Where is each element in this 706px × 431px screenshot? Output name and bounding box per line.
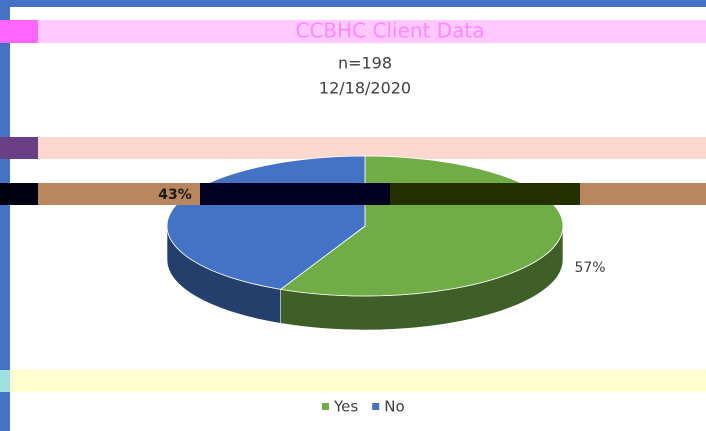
band: [0, 370, 706, 392]
title-band: [0, 20, 706, 43]
band-block: [200, 183, 390, 205]
data-label: 43%: [158, 187, 192, 203]
band: [0, 137, 706, 159]
legend-swatch: [322, 403, 329, 410]
labels: 57% 43% Yes No: [158, 187, 605, 416]
subtitle: 12/18/2020: [319, 79, 411, 98]
band-tab: [0, 370, 10, 392]
data-label: 57%: [574, 260, 605, 276]
legend-label: Yes: [333, 398, 358, 416]
pie: [166, 155, 564, 331]
band-tab: [0, 183, 38, 205]
band-tab: [0, 137, 38, 159]
legend-swatch: [372, 403, 380, 410]
subtitle: n=198: [338, 54, 392, 73]
title-band-tab: [0, 20, 38, 43]
band-block: [390, 183, 580, 205]
top-border: [0, 0, 706, 7]
legend-label: No: [384, 398, 404, 416]
left-border: [0, 0, 10, 431]
chart-title: CCBHC Client Data: [295, 19, 484, 43]
